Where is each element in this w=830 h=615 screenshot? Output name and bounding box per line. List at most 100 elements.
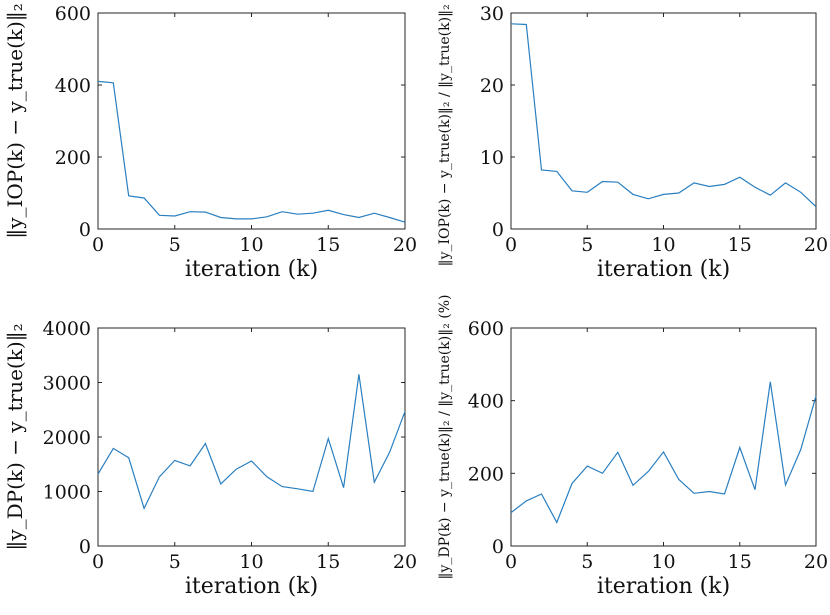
data-point: [143, 507, 146, 510]
x-tick-label: 5: [169, 551, 181, 573]
data-point: [799, 191, 802, 194]
data-point: [662, 450, 665, 453]
data-point: [250, 217, 253, 220]
y-tick-label: 0: [492, 536, 504, 558]
data-point: [708, 185, 711, 188]
data-point: [723, 493, 726, 496]
x-tick-label: 20: [393, 551, 417, 573]
x-tick-label: 5: [581, 551, 593, 573]
data-point: [525, 23, 528, 26]
y-tick-label: 10: [480, 147, 504, 169]
y-tick-label: 200: [55, 147, 91, 169]
data-point: [158, 214, 161, 217]
data-point: [388, 216, 391, 219]
data-point: [189, 210, 192, 213]
data-point: [677, 478, 680, 481]
data-point: [555, 521, 558, 524]
data-point: [404, 221, 407, 224]
y-tick-label: 0: [79, 536, 91, 558]
data-point: [586, 465, 589, 468]
data-point: [784, 483, 787, 486]
data-point: [357, 216, 360, 219]
data-point: [616, 181, 619, 184]
data-point: [296, 487, 299, 490]
data-point: [158, 475, 161, 478]
series-line: [97, 80, 406, 223]
x-tick-label: 5: [169, 234, 181, 256]
data-point: [769, 194, 772, 197]
data-point: [373, 212, 376, 215]
data-point: [693, 181, 696, 184]
x-tick-label: 15: [316, 551, 340, 573]
data-point: [571, 482, 574, 485]
plot-area-frame: [97, 327, 406, 547]
plot-area-frame: [510, 327, 817, 547]
x-tick-label: 20: [393, 234, 417, 256]
x-tick-label: 0: [505, 551, 517, 573]
x-tick-label: 20: [804, 234, 828, 256]
x-tick-label: 0: [505, 234, 517, 256]
data-point: [204, 211, 207, 214]
data-point: [281, 485, 284, 488]
data-point: [677, 192, 680, 195]
y-tick-label: 400: [468, 391, 504, 413]
y-tick-label: 1000: [43, 482, 91, 504]
data-point: [799, 448, 802, 451]
series-line: [97, 374, 406, 511]
data-point: [510, 511, 513, 514]
data-point: [327, 209, 330, 212]
x-tick-label: 0: [92, 234, 104, 256]
x-tick-label: 10: [651, 234, 675, 256]
y-tick-label: 400: [55, 75, 91, 97]
data-point: [586, 191, 589, 194]
data-point: [97, 473, 100, 476]
data-point: [265, 475, 268, 478]
y-tick-label: 20: [480, 75, 504, 97]
data-point: [738, 176, 741, 179]
x-axis-label: iteration (k): [185, 574, 318, 599]
y-tick-label: 3000: [43, 373, 91, 395]
y-tick-label: 0: [79, 219, 91, 241]
data-point: [373, 481, 376, 484]
data-point: [693, 492, 696, 495]
data-point: [601, 180, 604, 183]
y-tick-label: 4000: [43, 318, 91, 340]
series-line: [510, 23, 817, 208]
data-point: [738, 446, 741, 449]
y-tick-label: 600: [468, 318, 504, 340]
x-tick-label: 10: [239, 234, 263, 256]
data-point: [357, 373, 360, 376]
series-line: [510, 381, 817, 524]
data-point: [769, 380, 772, 383]
x-tick-label: 15: [728, 234, 752, 256]
x-tick-label: 20: [804, 551, 828, 573]
data-point: [342, 486, 345, 489]
y-tick-label: 30: [480, 3, 504, 25]
data-point: [143, 197, 146, 200]
data-point: [204, 442, 207, 445]
data-point: [647, 470, 650, 473]
data-point: [342, 213, 345, 216]
data-point: [632, 484, 635, 487]
data-point: [173, 215, 176, 218]
data-point: [173, 459, 176, 462]
data-point: [189, 464, 192, 467]
data-point: [510, 22, 513, 25]
data-point: [540, 168, 543, 171]
data-point: [235, 217, 238, 220]
data-point: [311, 212, 314, 215]
x-axis-label: iteration (k): [185, 257, 318, 282]
x-tick-label: 10: [651, 551, 675, 573]
data-point: [127, 456, 130, 459]
data-point: [555, 170, 558, 173]
data-point: [662, 193, 665, 196]
x-tick-label: 5: [581, 234, 593, 256]
data-point: [815, 205, 818, 208]
data-point: [754, 186, 757, 189]
data-point: [616, 451, 619, 454]
data-point: [754, 488, 757, 491]
y-tick-label: 200: [468, 463, 504, 485]
data-point: [112, 81, 115, 84]
